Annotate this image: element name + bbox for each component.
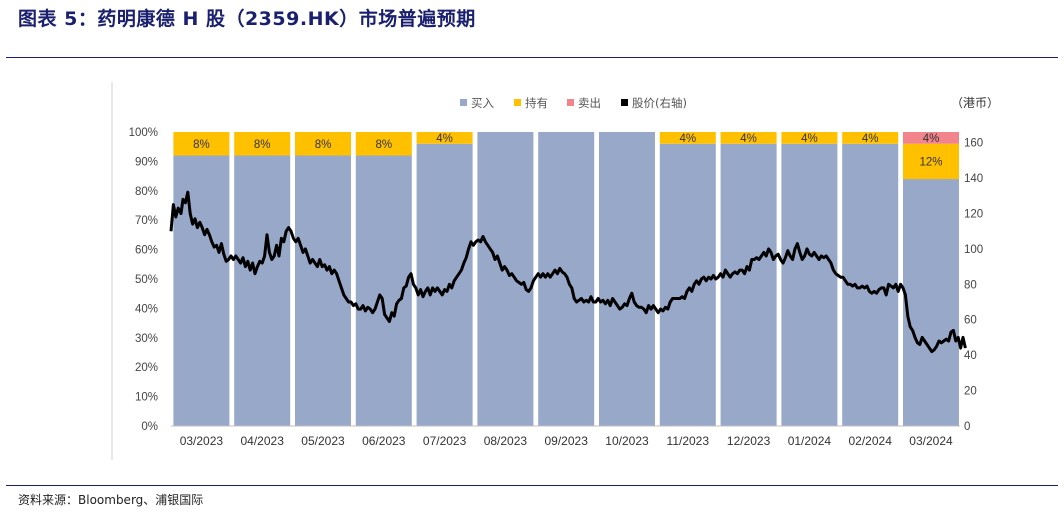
- bar-10/2023-买入: [599, 132, 655, 426]
- left-tick-label: 70%: [135, 215, 158, 227]
- bar-label-layer: 8% 8% 8% 8% 4% 4% 4% 4% 4% 12% 4%: [193, 133, 942, 169]
- bar-data-label: 4%: [923, 133, 940, 145]
- x-tick-label: 11/2023: [667, 434, 710, 448]
- x-tick-label: 09/2023: [545, 434, 589, 448]
- title-divider: [6, 57, 1058, 58]
- right-tick-label: 0: [964, 421, 970, 433]
- bar-03/2024-持有: [903, 143, 959, 180]
- bar-04/2023-买入: [234, 155, 291, 426]
- x-tick-label: 05/2023: [301, 434, 345, 448]
- left-tick-label: 20%: [135, 362, 158, 374]
- price-line-layer: [169, 190, 967, 354]
- bar-08/2023-买入: [477, 132, 534, 426]
- chart-legend: 买入 持有 卖出 股价(右轴): [460, 96, 687, 110]
- bar-03/2024-买入: [903, 179, 959, 426]
- x-tick-label: 01/2024: [788, 434, 832, 448]
- legend-swatch: [567, 99, 574, 106]
- bar-07/2023-买入: [416, 143, 473, 426]
- bar-06/2023-持有: [355, 132, 412, 156]
- bar-11/2023-买入: [659, 143, 716, 426]
- bar-01/2024-持有: [781, 132, 838, 144]
- bar-05/2023-持有: [295, 132, 351, 156]
- right-axis-unit: （港币）: [951, 96, 999, 110]
- right-tick-label: 140: [964, 173, 983, 185]
- bar-03/2023-持有: [173, 132, 230, 156]
- bar-01/2024-买入: [781, 143, 838, 426]
- legend-swatch: [514, 99, 521, 106]
- x-tick-label: 03/2023: [180, 434, 224, 448]
- price-line: [169, 190, 967, 354]
- right-tick-label: 160: [964, 138, 983, 150]
- left-tick-label: 60%: [135, 245, 158, 257]
- left-axis: 0% 10% 20% 30% 40% 50% 60% 70% 80% 90% 100%: [129, 127, 158, 433]
- x-tick-label: 12/2023: [727, 434, 771, 448]
- legend-label: 持有: [525, 96, 548, 110]
- right-tick-label: 100: [964, 244, 983, 256]
- bar-data-label: 4%: [679, 133, 696, 145]
- consensus-chart: 8% 8% 8% 8% 4% 4% 4% 4% 4% 12% 4% 0% 10% 20% 30% 40% 50…: [111, 82, 999, 460]
- right-tick-label: 80: [964, 279, 977, 291]
- x-tick-label: 02/2024: [849, 434, 893, 448]
- bar-03/2023-买入: [173, 155, 230, 426]
- x-tick-label: 08/2023: [484, 434, 528, 448]
- legend-swatch: [460, 99, 467, 106]
- x-axis: 03/2023 04/2023 05/2023 06/2023 07/2023 08/20…: [180, 434, 953, 448]
- bar-03/2024-卖出: [903, 132, 959, 144]
- legend-label: 买入: [471, 96, 494, 110]
- source-divider: [6, 485, 1058, 486]
- bar-12/2023-持有: [720, 132, 777, 144]
- bar-11/2023-持有: [659, 132, 716, 144]
- source-note: 资料来源：Bloomberg、浦银国际: [18, 493, 204, 507]
- bar-data-label: 8%: [254, 139, 271, 151]
- bar-12/2023-买入: [720, 143, 777, 426]
- bar-data-label: 4%: [740, 133, 757, 145]
- bar-07/2023-持有: [416, 132, 473, 144]
- bar-data-label: 8%: [193, 139, 210, 151]
- left-tick-label: 100%: [129, 127, 158, 139]
- figure-title: 图表 5：药明康德 H 股（2359.HK）市场普遍预期: [18, 8, 476, 30]
- x-tick-label: 03/2024: [909, 434, 953, 448]
- x-tick-label: 07/2023: [423, 434, 467, 448]
- left-tick-label: 0%: [141, 421, 158, 433]
- left-tick-label: 80%: [135, 186, 158, 198]
- bar-data-label: 4%: [436, 133, 453, 145]
- right-axis: 0 20 40 60 80 100 120 140 160 （港币）: [951, 96, 999, 433]
- x-tick-label: 04/2023: [241, 434, 285, 448]
- left-tick-label: 10%: [135, 392, 158, 404]
- legend-label: 股价(右轴): [632, 96, 687, 110]
- left-tick-label: 50%: [135, 274, 158, 286]
- left-tick-label: 90%: [135, 156, 158, 168]
- left-tick-label: 30%: [135, 333, 158, 345]
- bar-02/2024-持有: [842, 132, 899, 144]
- bar-data-label: 4%: [801, 133, 818, 145]
- legend-swatch: [621, 99, 628, 106]
- right-tick-label: 120: [964, 208, 983, 220]
- left-tick-label: 40%: [135, 303, 158, 315]
- bar-data-label: 8%: [375, 139, 392, 151]
- bar-data-label: 4%: [862, 133, 879, 145]
- right-tick-label: 40: [964, 350, 977, 362]
- bar-data-label: 12%: [919, 156, 942, 168]
- right-tick-label: 20: [964, 386, 977, 398]
- x-tick-label: 10/2023: [605, 434, 649, 448]
- bar-04/2023-持有: [234, 132, 291, 156]
- bar-data-label: 8%: [315, 139, 332, 151]
- x-tick-label: 06/2023: [362, 434, 406, 448]
- right-tick-label: 60: [964, 315, 977, 327]
- legend-label: 卖出: [578, 96, 601, 110]
